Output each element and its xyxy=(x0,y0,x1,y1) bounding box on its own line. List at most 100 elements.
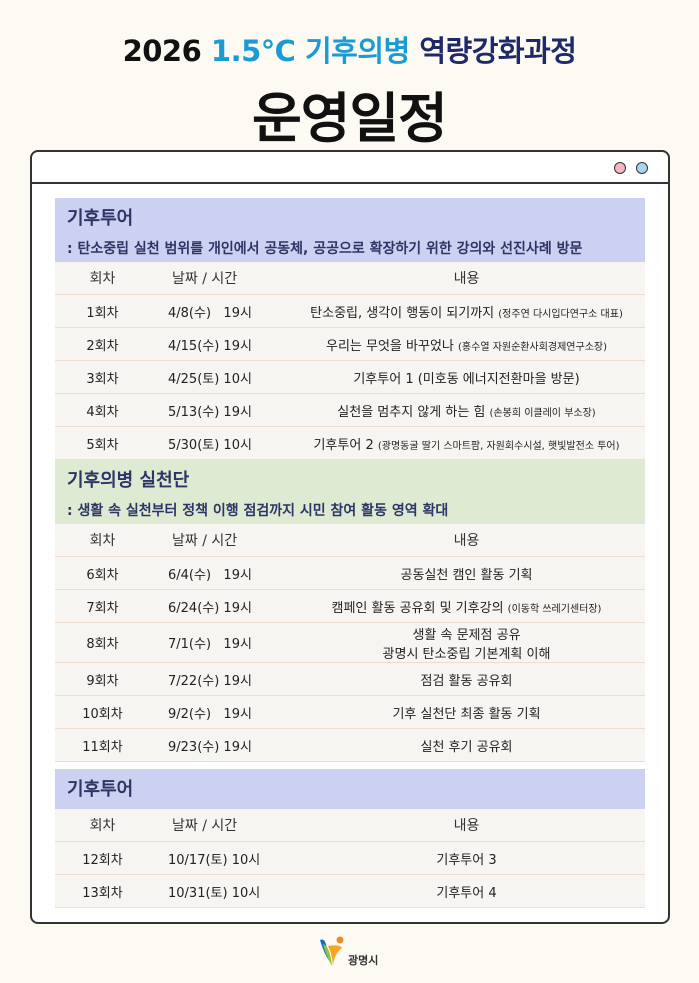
content-text: 공동실천 캠인 활동 기획 xyxy=(400,567,533,583)
section-header: 기후투어 xyxy=(55,769,645,809)
session-content: 기후투어 4 xyxy=(288,874,645,908)
table-row: 2회차 4/15(수) 19시 우리는 무엇을 바꾸었나 (홍수열 자원순환사회경제… xyxy=(55,327,645,361)
session-content: 실천 후기 공유회 xyxy=(288,728,645,762)
session-number: 4회차 xyxy=(55,393,150,427)
content-text: 실천을 멈추지 않게 하는 힘 xyxy=(337,404,486,420)
session-content: 공동실천 캠인 활동 기획 xyxy=(288,556,645,590)
session-content: 기후투어 2 (광명동굴 딸기 스마트팜, 자원회수시설, 햇빛발전소 투어) xyxy=(288,426,645,460)
content-text: 기후 실천단 최종 활동 기획 xyxy=(392,706,541,722)
table-row: 9회차 7/22(수) 19시 점검 활동 공유회 xyxy=(55,662,645,696)
column-header: 내용 xyxy=(288,524,645,557)
section-subtitle: : 생활 속 실천부터 정책 이행 점검까지 시민 참여 활동 영역 확대 xyxy=(67,503,449,519)
content-text: 점검 활동 공유회 xyxy=(420,673,513,689)
session-content: 기후 실천단 최종 활동 기획 xyxy=(288,695,645,729)
table-row: 7회차 6/24(수) 19시 캠페인 활동 공유회 및 기후강의 (이동학 쓰레기… xyxy=(55,589,645,623)
schedule-table: 회차 날짜 / 시간 내용 6회차 6/4(수) 19시 공동실천 캠인 활동 기획 7회차… xyxy=(55,524,645,762)
svg-text:광명시: 광명시 xyxy=(348,953,378,967)
session-number: 5회차 xyxy=(55,426,150,460)
content-text-line2: 광명시 탄소중립 기본계획 이해 xyxy=(382,646,551,662)
column-header: 회차 xyxy=(55,809,150,842)
page-title: 운영일정 xyxy=(252,87,448,150)
schedule-table: 회차 날짜 / 시간 내용 12회차 10/17(토) 10시 기후투어 3 13회차 10/… xyxy=(55,809,645,908)
session-number: 10회차 xyxy=(55,695,150,729)
session-number: 6회차 xyxy=(55,556,150,590)
session-date: 9/2(수) 19시 xyxy=(150,695,288,729)
content-text: 기후투어 2 xyxy=(313,437,374,453)
table-row: 1회차 4/8(수) 19시 탄소중립, 생각이 행동이 되기까지 (정주연 다시입… xyxy=(55,294,645,328)
column-header: 내용 xyxy=(288,262,645,295)
blue-dot-icon xyxy=(636,162,648,174)
column-header: 회차 xyxy=(55,262,150,295)
session-date: 5/13(수) 19시 xyxy=(150,393,288,427)
column-header: 날짜 / 시간 xyxy=(150,262,288,295)
table-row: 13회차 10/31(토) 10시 기후투어 4 xyxy=(55,874,645,908)
session-number: 13회차 xyxy=(55,874,150,908)
session-date: 5/30(토) 10시 xyxy=(150,426,288,460)
session-date: 10/31(토) 10시 xyxy=(150,874,288,908)
speaker-note: (이동학 쓰레기센터장) xyxy=(507,603,602,615)
window-bar xyxy=(32,152,668,184)
session-number: 3회차 xyxy=(55,360,150,394)
session-number: 7회차 xyxy=(55,589,150,623)
speaker-note: (손봉희 이클레이 부소장) xyxy=(489,407,596,419)
table-row: 6회차 6/4(수) 19시 공동실천 캠인 활동 기획 xyxy=(55,556,645,590)
session-number: 8회차 xyxy=(55,622,150,663)
section-subtitle: : 탄소중립 실천 범위를 개인에서 공동체, 공공으로 확장하기 위한 강의와… xyxy=(67,241,583,257)
content-text: 기후투어 4 xyxy=(436,885,497,901)
session-number: 2회차 xyxy=(55,327,150,361)
schedule-window: 기후투어 : 탄소중립 실천 범위를 개인에서 공동체, 공공으로 확장하기 위한… xyxy=(30,150,670,924)
content-text: 기후투어 1 (미호동 에너지전환마을 방문) xyxy=(353,371,580,387)
session-date: 4/25(토) 10시 xyxy=(150,360,288,394)
speaker-note: (광명동굴 딸기 스마트팜, 자원회수시설, 햇빛발전소 투어) xyxy=(377,440,620,452)
speaker-note: (홍수열 자원순환사회경제연구소장) xyxy=(458,341,607,353)
session-date: 7/1(수) 19시 xyxy=(150,622,288,663)
session-date: 10/17(토) 10시 xyxy=(150,841,288,875)
column-header: 회차 xyxy=(55,524,150,557)
column-header: 날짜 / 시간 xyxy=(150,809,288,842)
speaker-note: (정주연 다시입다연구소 대표) xyxy=(498,308,623,320)
section-header: 기후투어: 탄소중립 실천 범위를 개인에서 공동체, 공공으로 확장하기 위한… xyxy=(55,198,645,262)
content-text: 우리는 무엇을 바꾸었나 xyxy=(326,338,454,354)
session-content: 탄소중립, 생각이 행동이 되기까지 (정주연 다시입다연구소 대표) xyxy=(288,294,645,328)
session-date: 4/15(수) 19시 xyxy=(150,327,288,361)
session-content: 기후투어 3 xyxy=(288,841,645,875)
section-title: 기후의병 실천단 xyxy=(67,470,190,491)
schedule-content: 기후투어 : 탄소중립 실천 범위를 개인에서 공동체, 공공으로 확장하기 위한… xyxy=(55,198,645,908)
session-content: 점검 활동 공유회 xyxy=(288,662,645,696)
session-number: 11회차 xyxy=(55,728,150,762)
content-text: 기후투어 3 xyxy=(436,852,497,868)
pink-dot-icon xyxy=(614,162,626,174)
content-text: 실천 후기 공유회 xyxy=(420,739,513,755)
table-row: 5회차 5/30(토) 10시 기후투어 2 (광명동굴 딸기 스마트팜, 자원회수… xyxy=(55,426,645,460)
table-row: 10회차 9/2(수) 19시 기후 실천단 최종 활동 기획 xyxy=(55,695,645,729)
session-date: 9/23(수) 19시 xyxy=(150,728,288,762)
session-content: 실천을 멈추지 않게 하는 힘 (손봉희 이클레이 부소장) xyxy=(288,393,645,427)
content-text: 탄소중립, 생각이 행동이 되기까지 xyxy=(310,305,495,321)
session-date: 6/4(수) 19시 xyxy=(150,556,288,590)
content-text: 생활 속 문제점 공유 xyxy=(412,627,521,643)
header-title: 2026 1.5℃ 기후의병 역량강화과정 xyxy=(122,34,577,68)
session-number: 12회차 xyxy=(55,841,150,875)
table-row: 12회차 10/17(토) 10시 기후투어 3 xyxy=(55,841,645,875)
column-header: 내용 xyxy=(288,809,645,842)
session-date: 6/24(수) 19시 xyxy=(150,589,288,623)
table-row: 3회차 4/25(토) 10시 기후투어 1 (미호동 에너지전환마을 방문) xyxy=(55,360,645,394)
session-number: 1회차 xyxy=(55,294,150,328)
session-date: 7/22(수) 19시 xyxy=(150,662,288,696)
table-row: 8회차 7/1(수) 19시 생활 속 문제점 공유 광명시 탄소중립 기본계획 이해 xyxy=(55,622,645,663)
table-header: 회차 날짜 / 시간 내용 xyxy=(55,262,645,295)
session-content: 기후투어 1 (미호동 에너지전환마을 방문) xyxy=(288,360,645,394)
table-header: 회차 날짜 / 시간 내용 xyxy=(55,809,645,842)
session-date: 4/8(수) 19시 xyxy=(150,294,288,328)
section-header: 기후의병 실천단 : 생활 속 실천부터 정책 이행 점검까지 시민 참여 활동 … xyxy=(55,460,645,524)
session-content: 우리는 무엇을 바꾸었나 (홍수열 자원순환사회경제연구소장) xyxy=(288,327,645,361)
table-row: 11회차 9/23(수) 19시 실천 후기 공유회 xyxy=(55,728,645,762)
column-header: 날짜 / 시간 xyxy=(150,524,288,557)
gwangmyeong-logo: 광명시 xyxy=(320,936,378,967)
section-title: 기후투어 xyxy=(67,779,134,800)
table-row: 4회차 5/13(수) 19시 실천을 멈추지 않게 하는 힘 (손봉희 이클레이 … xyxy=(55,393,645,427)
session-content: 캠페인 활동 공유회 및 기후강의 (이동학 쓰레기센터장) xyxy=(288,589,645,623)
table-header: 회차 날짜 / 시간 내용 xyxy=(55,524,645,557)
content-text: 캠페인 활동 공유회 및 기후강의 xyxy=(331,600,504,616)
